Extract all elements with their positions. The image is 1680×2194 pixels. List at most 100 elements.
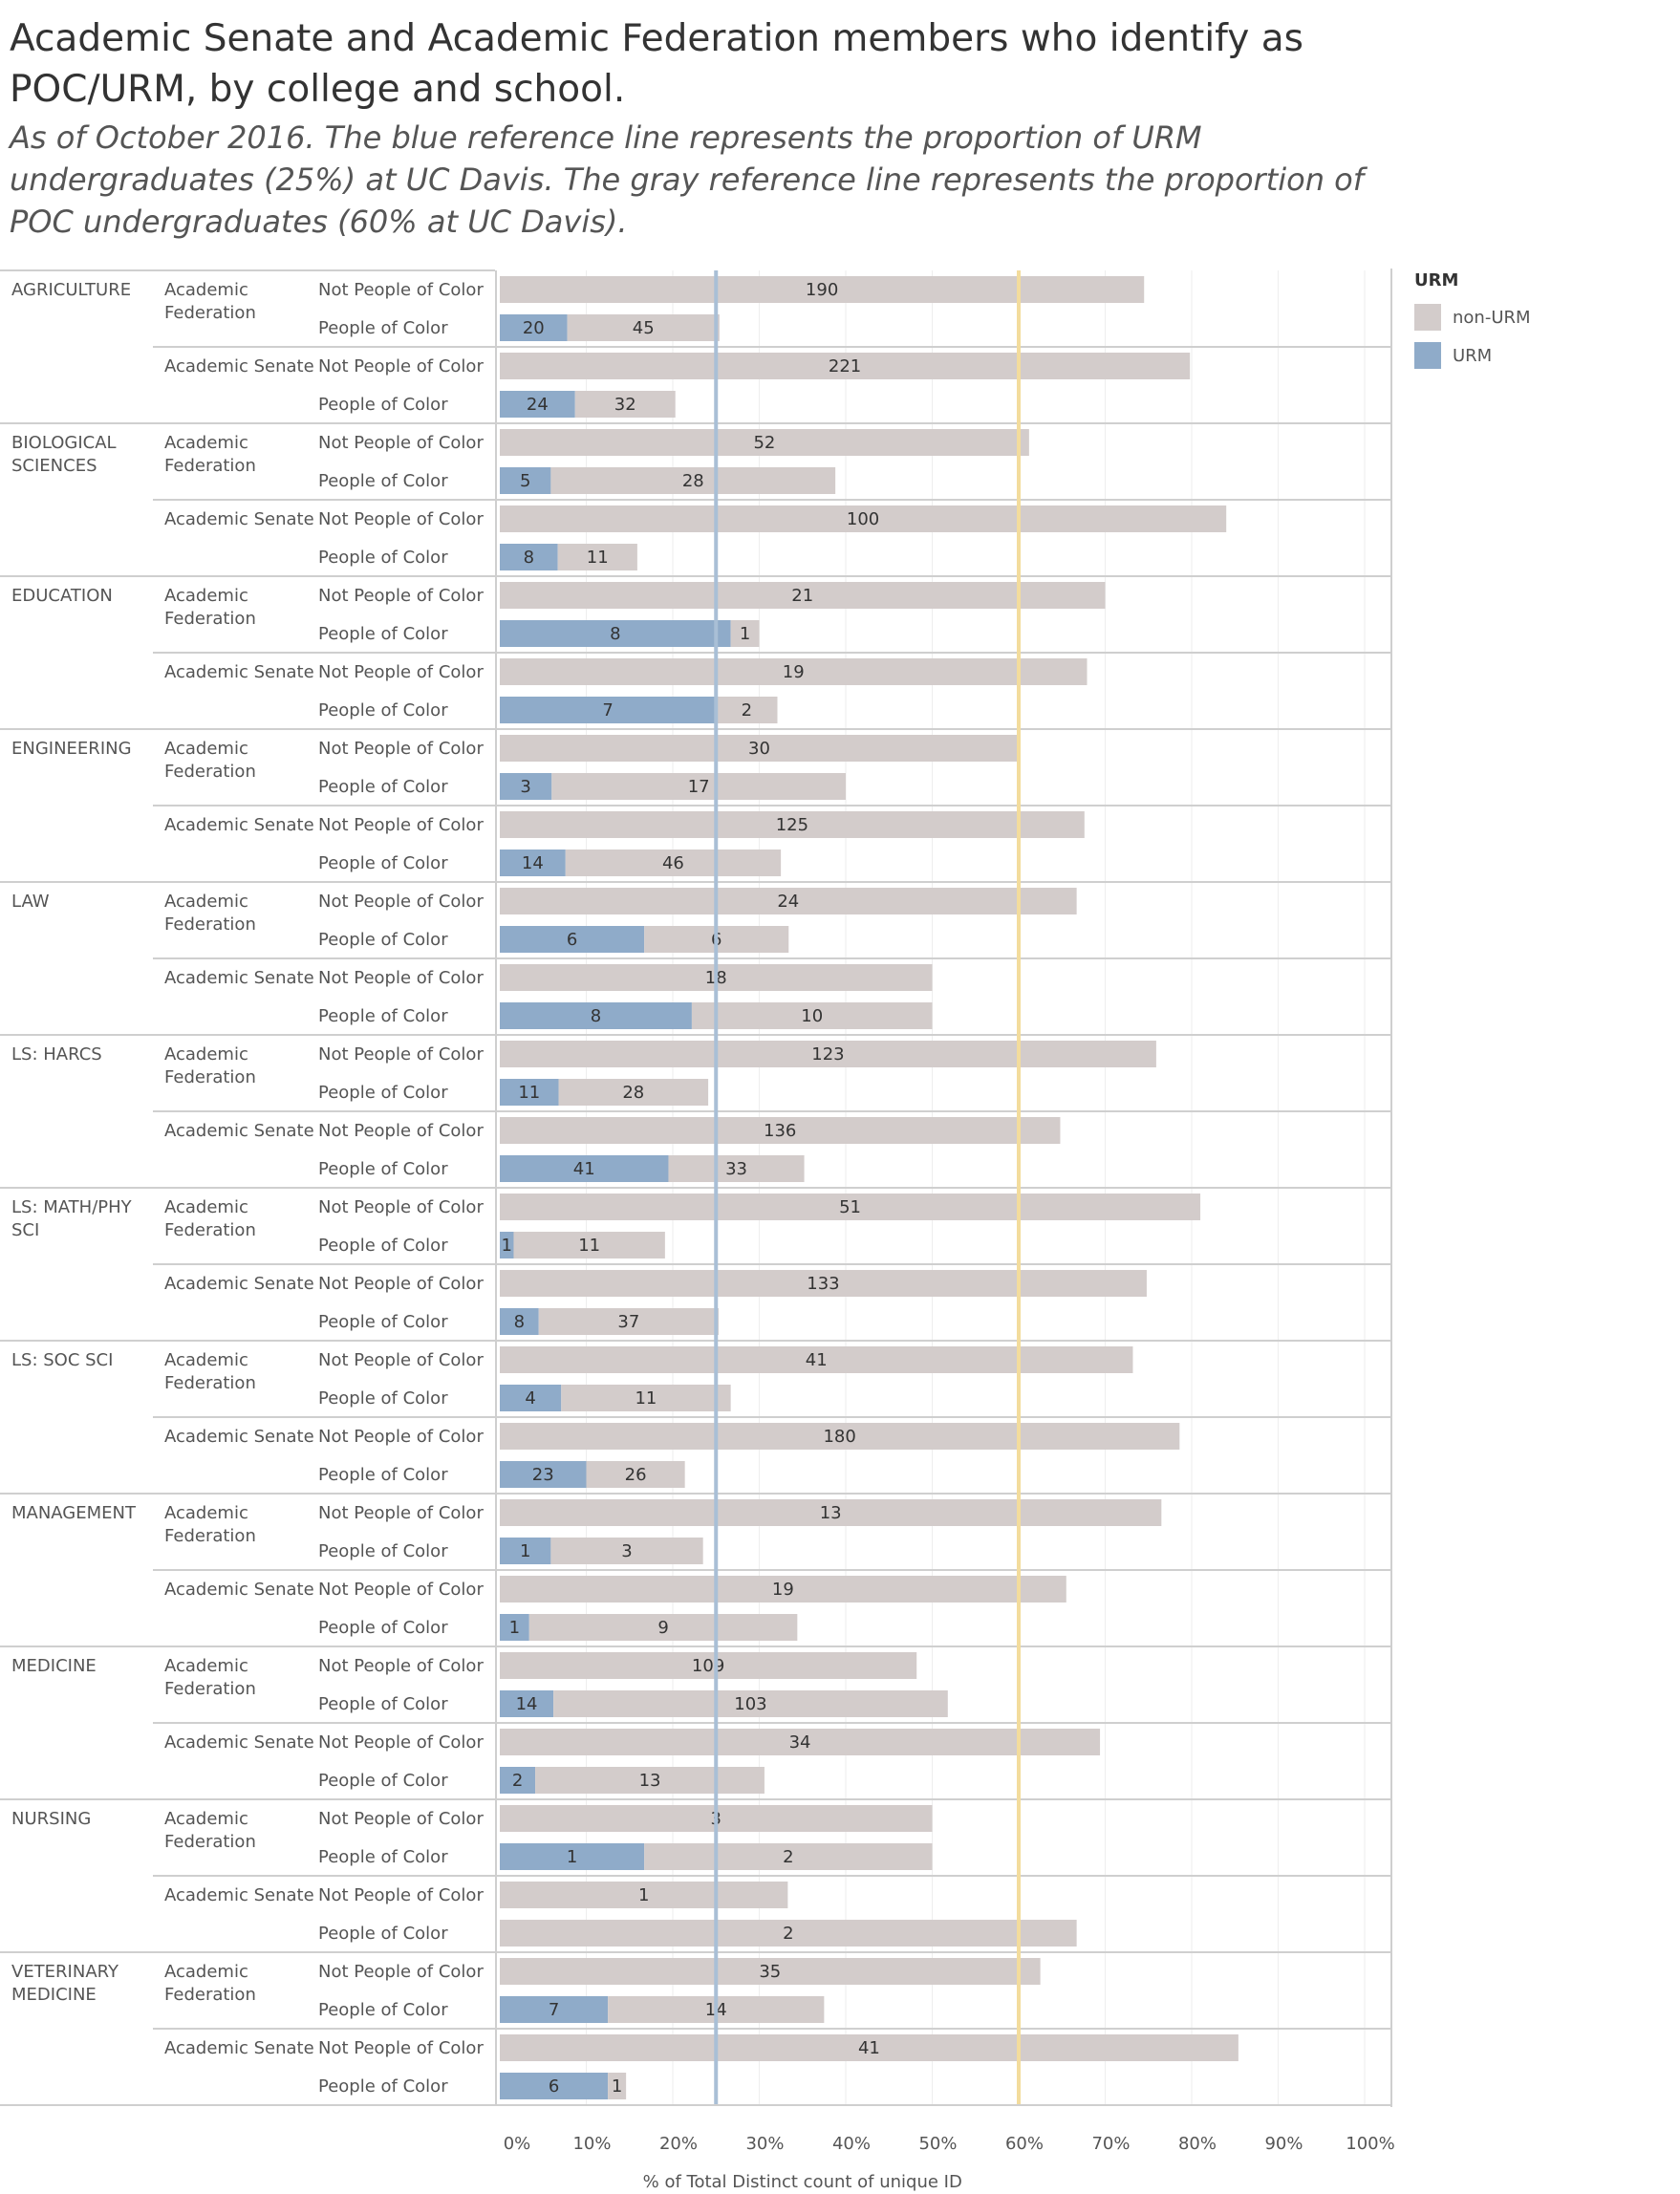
bar-value-urm: 8 <box>524 548 534 568</box>
bar-non-urm <box>500 1958 1041 1985</box>
bar-value-urm: 11 <box>518 1083 540 1103</box>
x-axis-title: % of Total Distinct count of unique ID <box>643 2172 962 2192</box>
bar-value-urm: 7 <box>549 2000 559 2020</box>
bar-urm <box>500 1079 559 1106</box>
x-tick-label: 80% <box>1178 2134 1217 2154</box>
bar-urm <box>500 620 731 647</box>
bar-value-non-urm: 28 <box>622 1083 644 1103</box>
bar-value-non-urm: 34 <box>789 1732 811 1753</box>
bar-value-non-urm: 133 <box>807 1274 839 1294</box>
college-label: LS: SOC SCI <box>11 1350 113 1370</box>
row-label: People of Color <box>318 1465 448 1485</box>
row-label: Not People of Color <box>318 2038 484 2058</box>
x-tick-label: 10% <box>572 2134 611 2154</box>
bar-value-non-urm: 1 <box>740 624 750 644</box>
row-label: Not People of Color <box>318 1503 484 1523</box>
bar-non-urm <box>500 1920 1077 1947</box>
bar-value-non-urm: 180 <box>823 1427 855 1447</box>
bar-value-non-urm: 30 <box>748 739 770 759</box>
group-label: Academic Senate <box>164 1885 314 1905</box>
row-label: People of Color <box>318 471 448 491</box>
bar-urm <box>500 1232 514 1258</box>
bar-value-non-urm: 11 <box>635 1388 657 1409</box>
chart-title: Academic Senate and Academic Federation … <box>10 17 1303 111</box>
bar-non-urm <box>538 1308 719 1335</box>
group-label: Academic Senate <box>164 815 314 835</box>
bar-value-non-urm: 1 <box>612 2076 622 2097</box>
bar-value-urm: 14 <box>516 1694 538 1714</box>
bar-urm <box>500 391 575 418</box>
group-label: Academic Federation <box>164 1044 256 1087</box>
bar-urm <box>500 697 717 723</box>
bar-non-urm <box>500 1346 1133 1373</box>
bar-value-urm: 1 <box>502 1236 512 1256</box>
bar-value-urm: 6 <box>567 930 577 950</box>
row-label: People of Color <box>318 1159 448 1179</box>
bar-non-urm <box>553 1690 948 1717</box>
group-label: Academic Federation <box>164 1809 256 1852</box>
row-label: Not People of Color <box>318 739 484 759</box>
bar-urm <box>500 314 568 341</box>
x-tick-label: 100% <box>1346 2134 1394 2154</box>
bar-non-urm <box>500 1117 1061 1144</box>
bar-value-non-urm: 125 <box>776 815 808 835</box>
group-label: Academic Federation <box>164 433 256 476</box>
bar-non-urm <box>528 1614 798 1641</box>
bar-value-urm: 7 <box>602 700 613 721</box>
bar-value-urm: 14 <box>522 853 544 873</box>
row-label: People of Color <box>318 1847 448 1867</box>
bar-non-urm <box>500 582 1106 609</box>
bar-value-non-urm: 13 <box>639 1771 661 1791</box>
row-label: Not People of Color <box>318 509 484 529</box>
bar-non-urm <box>500 735 1019 762</box>
bar-non-urm <box>500 811 1085 838</box>
row-label: People of Color <box>318 1083 448 1103</box>
college-label: LS: HARCS <box>11 1044 102 1065</box>
row-label: Not People of Color <box>318 1044 484 1065</box>
bar-value-non-urm: 11 <box>578 1236 600 1256</box>
group-label: Academic Senate <box>164 509 314 529</box>
bar-non-urm <box>558 1079 709 1106</box>
bar-urm <box>500 1767 536 1794</box>
college-label: BIOLOGICAL SCIENCES <box>11 433 117 476</box>
bar-value-non-urm: 136 <box>764 1121 796 1141</box>
bar-non-urm <box>500 658 1088 685</box>
chart-subtitle: As of October 2016. The blue reference l… <box>10 119 1364 240</box>
row-label: Not People of Color <box>318 1885 484 1905</box>
bar-value-non-urm: 32 <box>614 395 636 415</box>
bar-urm <box>500 773 552 800</box>
legend: URM non-URM URM <box>1414 270 1663 375</box>
bar-urm <box>500 1002 692 1029</box>
group-label: Academic Federation <box>164 1962 256 2005</box>
bar-value-urm: 2 <box>512 1771 523 1791</box>
bar-value-non-urm: 100 <box>847 509 879 529</box>
bar-urm <box>500 467 551 494</box>
group-label: Academic Senate <box>164 968 314 988</box>
group-label: Academic Senate <box>164 662 314 682</box>
bar-urm <box>500 1843 645 1870</box>
bar-non-urm <box>500 1729 1101 1755</box>
bar-urm <box>500 1155 669 1182</box>
bar-non-urm <box>730 620 760 647</box>
x-tick-label: 50% <box>918 2134 957 2154</box>
row-label: People of Color <box>318 548 448 568</box>
bar-value-non-urm: 109 <box>692 1656 724 1676</box>
row-label: Not People of Color <box>318 356 484 376</box>
bar-non-urm <box>500 505 1227 532</box>
bar-non-urm <box>500 1499 1162 1526</box>
group-label: Academic Senate <box>164 1427 314 1447</box>
row-label: People of Color <box>318 624 448 644</box>
college-label: AGRICULTURE <box>11 280 131 300</box>
bar-value-non-urm: 2 <box>742 700 752 721</box>
bar-urm <box>500 1996 609 2023</box>
x-tick-label: 20% <box>659 2134 698 2154</box>
bar-value-urm: 5 <box>520 471 530 491</box>
bar-non-urm <box>561 1385 731 1411</box>
legend-label-non-urm: non-URM <box>1453 307 1531 328</box>
bar-value-non-urm: 123 <box>811 1044 844 1065</box>
row-label: Not People of Color <box>318 1197 484 1217</box>
row-label: Not People of Color <box>318 968 484 988</box>
bar-value-non-urm: 2 <box>783 1847 793 1867</box>
bar-non-urm <box>500 353 1191 379</box>
bar-urm <box>500 544 558 570</box>
